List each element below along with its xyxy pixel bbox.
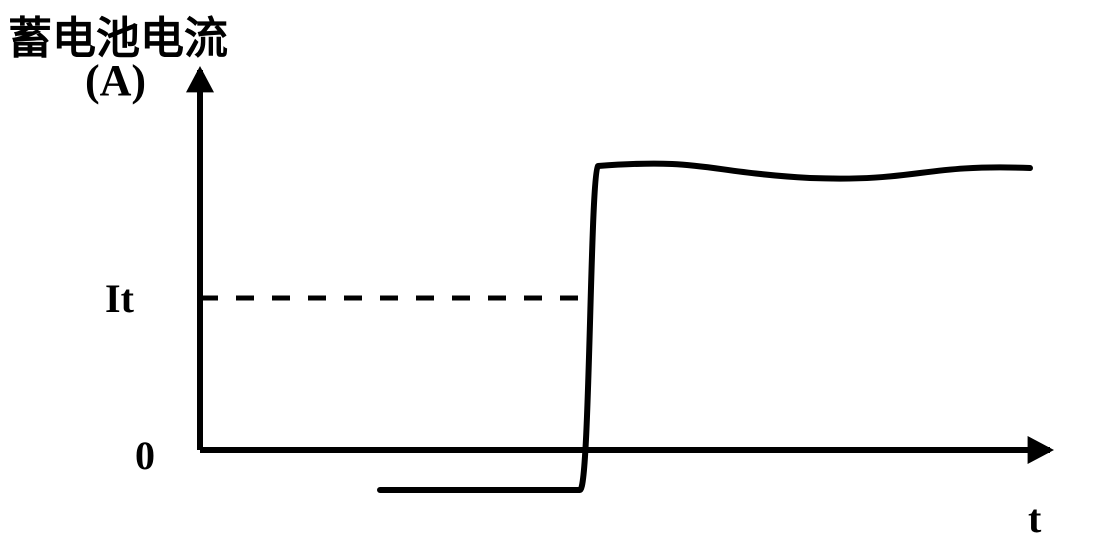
y-axis-arrow xyxy=(186,66,214,92)
current-curve xyxy=(380,164,1030,490)
chart-container: 蓄电池电流 (A) It 0 t xyxy=(0,0,1095,558)
chart-svg xyxy=(0,0,1095,558)
x-axis-arrow xyxy=(1028,436,1054,464)
